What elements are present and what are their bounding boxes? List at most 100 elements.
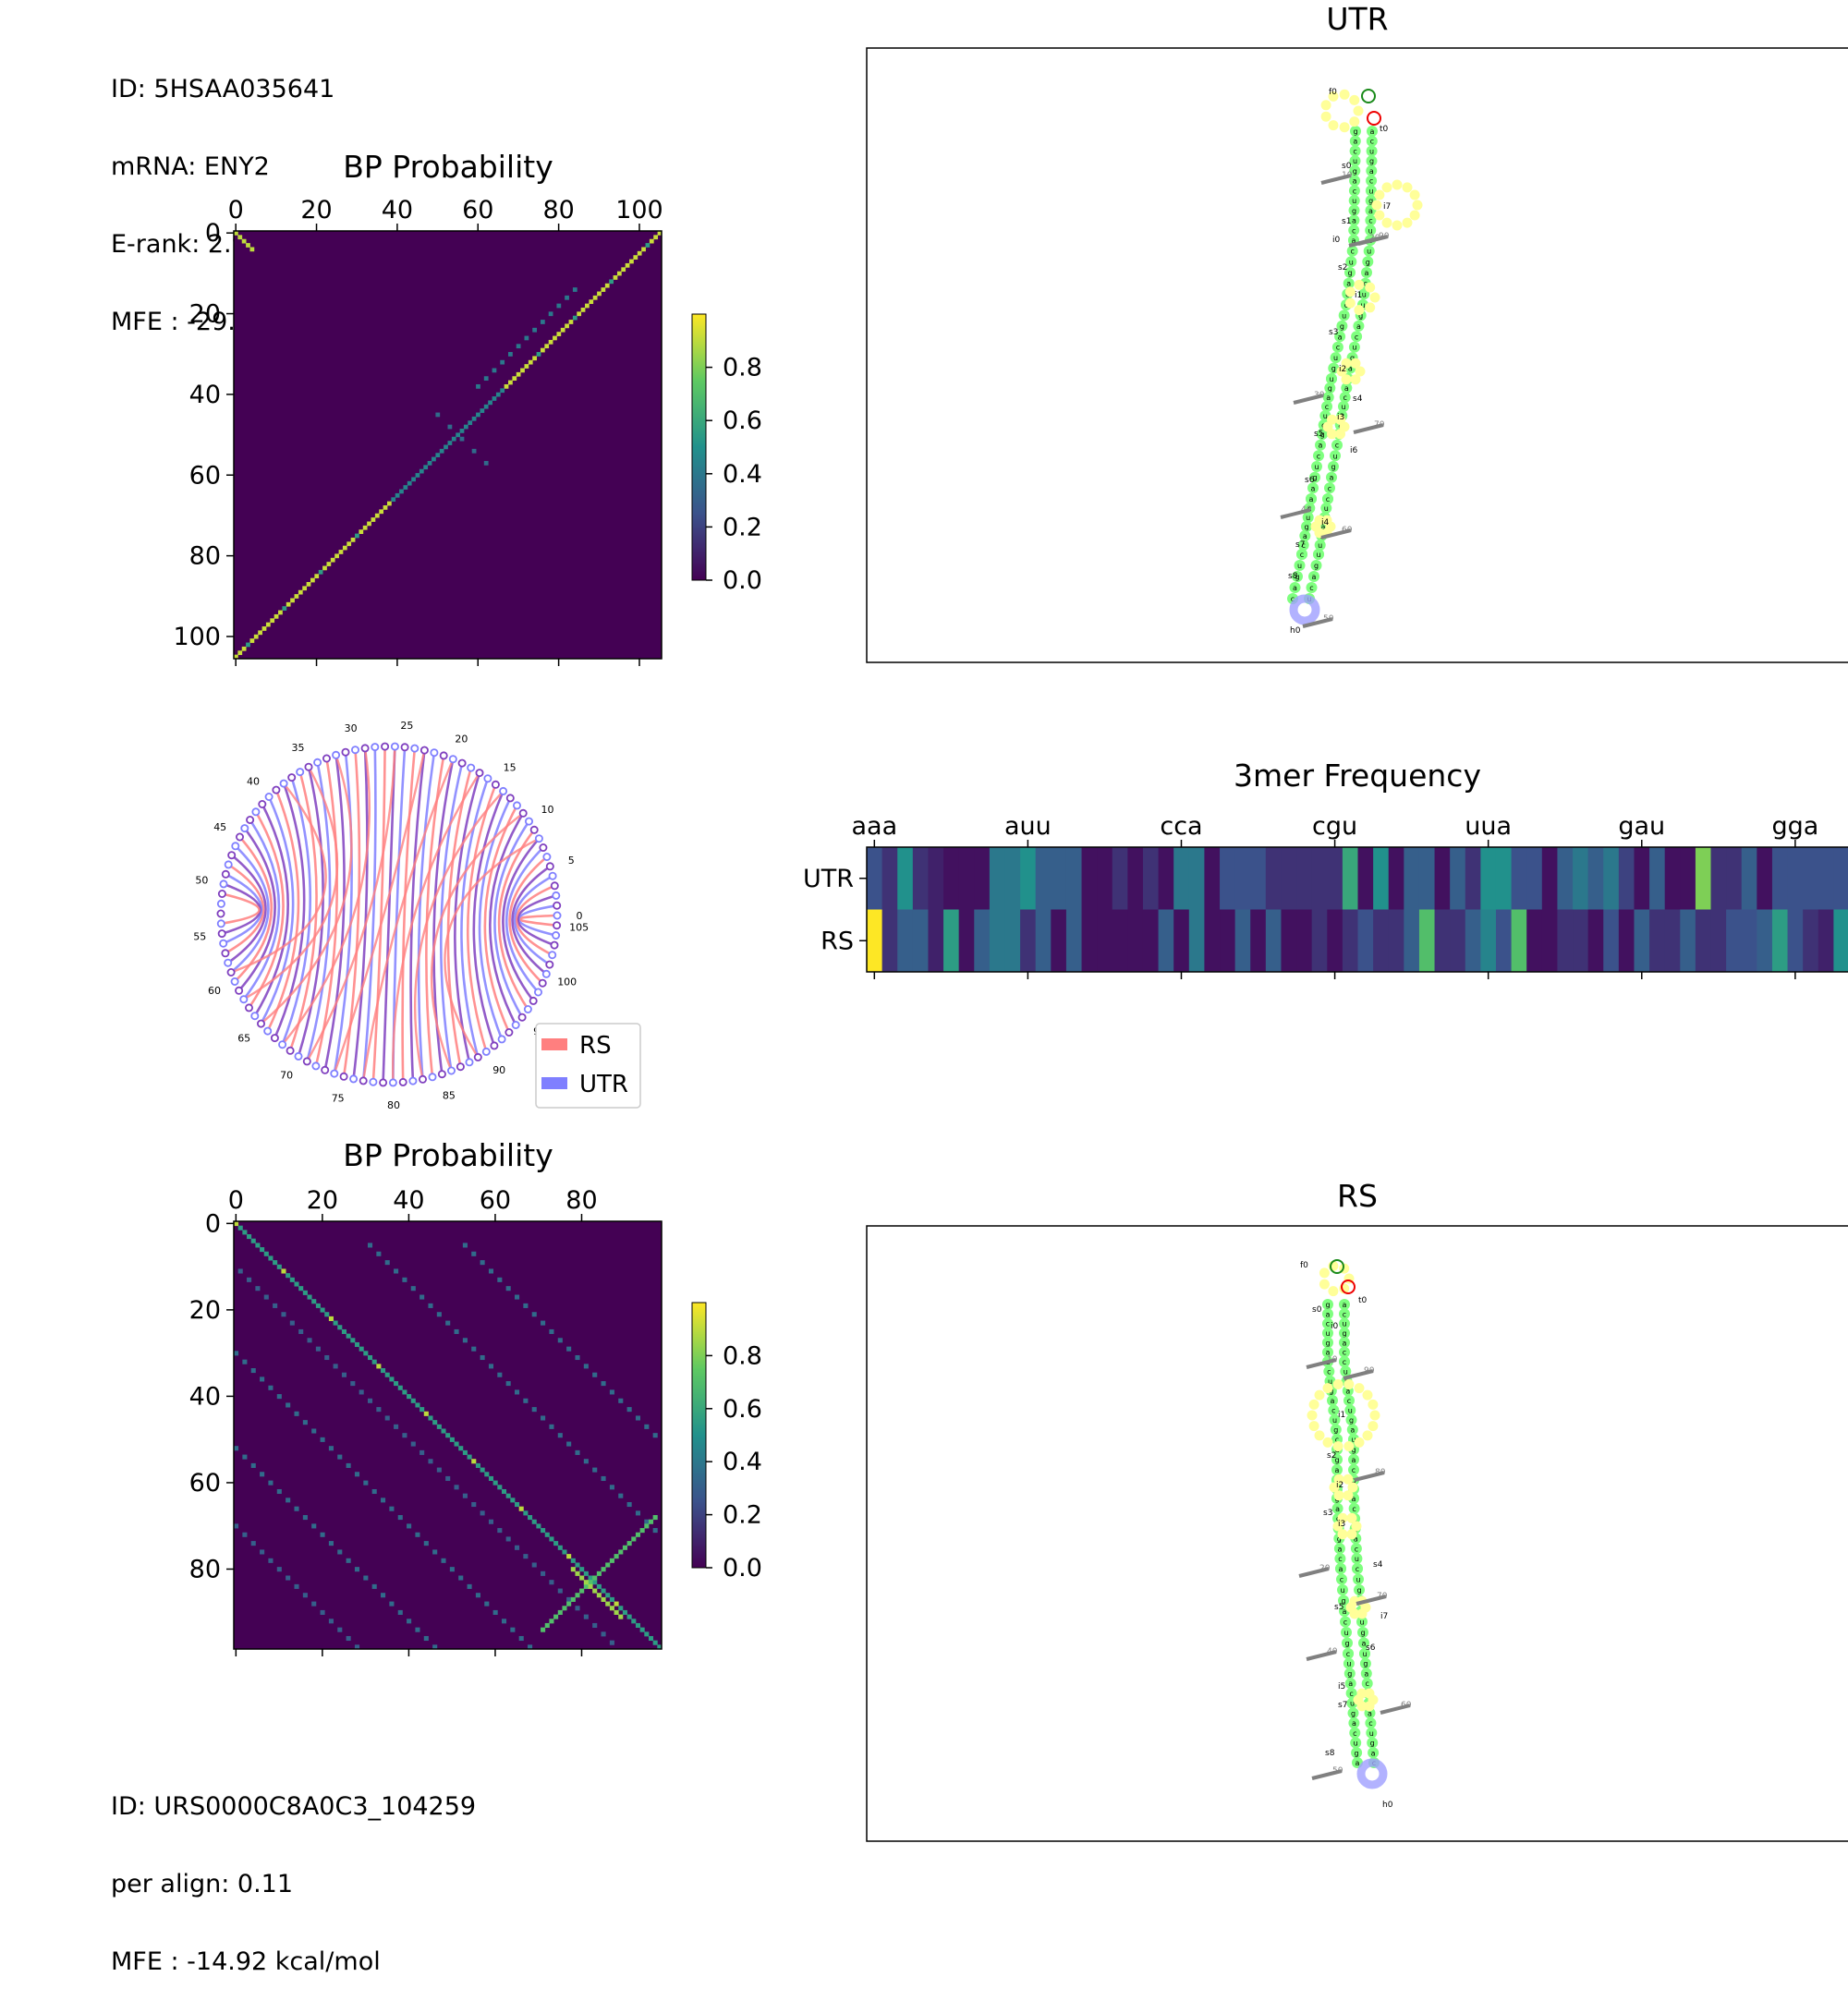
bp-cell (458, 1575, 464, 1581)
utr-structure-title: UTR (1326, 1, 1388, 37)
arc-legend: RS UTR (535, 1023, 641, 1109)
kmer-cell (1296, 847, 1313, 910)
colorbar-tick-label: 0.2 (723, 1501, 762, 1530)
structure-label: s8 (1325, 1749, 1335, 1758)
kmer-ticks: aaa auu cca cgu uua gau gga UTR RS (803, 812, 1818, 979)
stem-nucleotide (1336, 320, 1348, 332)
colorbar-tick-label: 0.0 (723, 1554, 762, 1583)
arc-line (306, 746, 396, 1062)
loop-nucleotide (1381, 217, 1392, 228)
arc-node (542, 853, 552, 862)
nucleotide-letter: u (1350, 1700, 1355, 1708)
arc-line (253, 803, 289, 1017)
bp-cell (566, 1554, 572, 1559)
loop-nucleotide (1328, 1286, 1339, 1297)
bp-cell (500, 388, 505, 394)
kmer-cell (1511, 909, 1527, 973)
bp-ytick-label: 80 (189, 542, 221, 571)
legend-utr-label: UTR (579, 1071, 628, 1098)
stem-nucleotide (1334, 331, 1346, 343)
arc-tick-label: 100 (557, 976, 577, 988)
structure-label: s0 (1342, 162, 1352, 171)
bp-cell (383, 505, 388, 510)
bp-cell (454, 1441, 459, 1447)
arc-tick-label: 80 (387, 1099, 400, 1111)
bp-cell (436, 1424, 442, 1429)
arc-node (430, 748, 439, 758)
bp-cell (436, 1467, 442, 1473)
nucleotide-letter: a (1354, 1534, 1358, 1543)
bp-cell (556, 332, 562, 336)
arc-node (437, 1070, 446, 1079)
bp-cell (311, 1428, 317, 1434)
kmer-cell (1526, 909, 1543, 973)
bp-cell (497, 1277, 503, 1282)
arc-nodes (216, 742, 562, 1087)
arc-node (548, 871, 557, 880)
stem-nucleotide (1345, 1414, 1357, 1425)
structure-label: s4 (1373, 1560, 1383, 1570)
kmer-cell (1388, 909, 1404, 973)
arc-node (511, 1021, 520, 1030)
nucleotide-letter: a (1330, 474, 1334, 482)
bp-cell (281, 1312, 286, 1317)
stem-nucleotide (1349, 145, 1361, 157)
loop-nucleotide (1332, 1379, 1343, 1389)
nucleotide-letter: u (1349, 258, 1354, 266)
stem-nucleotide (1343, 1657, 1355, 1669)
structure-label: i0 (1331, 1322, 1339, 1331)
bp-cell (363, 1351, 369, 1356)
bp-cell (371, 1488, 377, 1495)
bp-cell (260, 1247, 265, 1253)
loop-nucleotide (1365, 282, 1376, 293)
bp-cell (495, 392, 501, 397)
kmer-cell (1051, 909, 1067, 973)
nucleotide-letter: c (1353, 187, 1356, 195)
loop-nucleotide (1341, 358, 1352, 369)
nucleotide-letter: c (1353, 1729, 1356, 1738)
stem-nucleotide (1353, 320, 1365, 332)
arc-node (550, 881, 559, 891)
arc-node (216, 919, 225, 928)
nucleotide-letter: a (1311, 484, 1316, 492)
bp-cell (463, 424, 468, 430)
loop-nucleotide (1319, 1267, 1330, 1279)
arc-node (349, 1074, 359, 1084)
nucleotide-letter: u (1354, 1740, 1358, 1748)
position-marker (1280, 508, 1311, 519)
stem-nucleotide (1339, 1317, 1350, 1329)
nucleotide-letter: c (1353, 148, 1356, 156)
bp-cell (445, 1475, 451, 1482)
structure-label: f0 (1300, 1261, 1308, 1270)
structure-label: s4 (1353, 394, 1363, 404)
kmer-heatmap: 3mer Frequency aaa auu cca cgu uua gau gga UTR R… (803, 758, 1848, 979)
bp-cell (320, 1307, 325, 1313)
bp-cell (328, 1541, 334, 1546)
kmer-cell (1020, 847, 1037, 910)
bp-cell (553, 1614, 559, 1619)
stem-nucleotide (1344, 267, 1356, 278)
bp-cell (635, 1532, 641, 1537)
nucleotide-letter: a (1370, 127, 1375, 136)
bp-cell (281, 1268, 286, 1274)
legend-utr-swatch (541, 1077, 567, 1089)
arc-node (221, 869, 230, 879)
bp-cell (583, 1580, 589, 1585)
bp-frame-rs (233, 1220, 663, 1650)
bp-xtick-label: 0 (228, 1186, 244, 1215)
arc-line (260, 795, 295, 1025)
kmer-cell (1081, 909, 1098, 973)
kmer-cell (1634, 847, 1650, 910)
kmer-cell (1357, 847, 1374, 910)
arc-line (466, 783, 497, 1052)
kmer-cell (1388, 847, 1404, 910)
nucleotide-letter: a (1312, 573, 1317, 581)
nucleotide-letter: c (1347, 1397, 1351, 1405)
bp-cell (621, 267, 626, 273)
stem-nucleotide (1314, 540, 1326, 551)
kmer-cell (1081, 847, 1098, 910)
nucleotide-letter: a (1371, 1749, 1376, 1757)
bp-cell (338, 550, 344, 554)
kmer-cell (867, 909, 883, 973)
bp-cell (505, 1536, 511, 1542)
